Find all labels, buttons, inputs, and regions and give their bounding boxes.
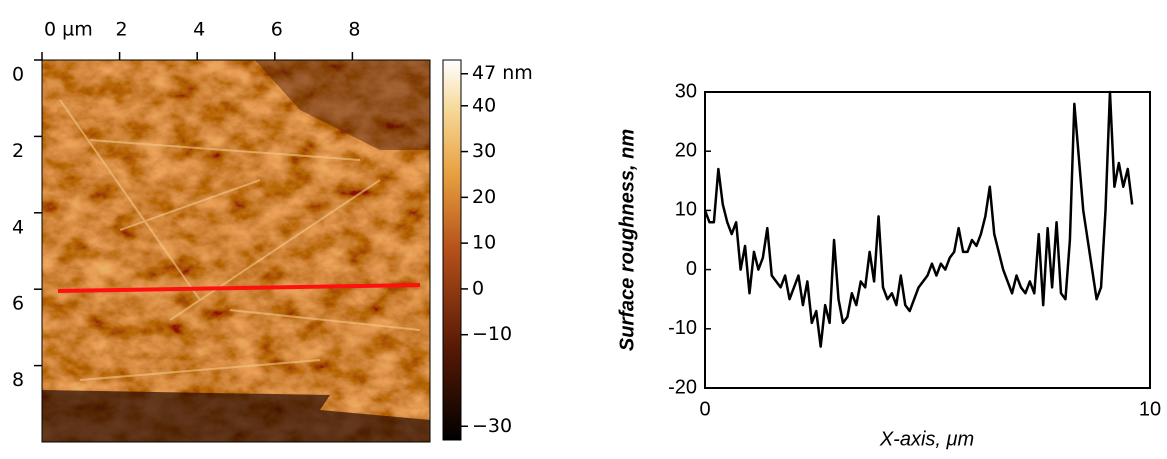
x-tick-label: 0	[699, 398, 710, 420]
y-tick-label: 0	[686, 258, 697, 280]
y-tick-label: -20	[668, 376, 697, 398]
colorbar-tick-label: 20	[472, 186, 496, 208]
y-tick-label: 4	[12, 216, 24, 238]
colorbar-tick-label: 10	[472, 232, 496, 254]
y-tick-label: 2	[12, 140, 24, 162]
colorbar-tick-label: −10	[472, 323, 512, 345]
x-tick-label: 2	[116, 19, 128, 41]
y-tick-label: 8	[12, 369, 24, 391]
x-axis-label: X-axis, μm	[879, 428, 974, 450]
colorbar-tick-label: 0	[472, 277, 484, 299]
y-tick-label: 30	[675, 80, 697, 102]
x-tick-label: 8	[348, 19, 360, 41]
profile-line	[703, 90, 1134, 348]
x-tick-label: 4	[193, 19, 205, 41]
x-tick-label: 6	[271, 19, 283, 41]
y-tick-label: 20	[675, 139, 697, 161]
y-axis-label: Surface roughness, nm	[616, 129, 638, 351]
afm-image	[42, 60, 430, 442]
plot-frame	[704, 91, 1151, 389]
colorbar	[442, 59, 462, 441]
colorbar-tick-label: 47 nm	[472, 62, 533, 84]
y-tick-label: 0	[12, 64, 24, 86]
x-tick-label: 0 µm	[44, 19, 93, 41]
y-tick-label: 10	[675, 199, 697, 221]
colorbar-tick-label: −30	[472, 415, 512, 437]
y-tick-label: -10	[668, 317, 697, 339]
colorbar-tick-label: 40	[472, 94, 496, 116]
x-tick-label: 10	[1139, 398, 1161, 420]
image-frame	[41, 59, 431, 443]
colorbar-tick-label: 30	[472, 140, 496, 162]
y-tick-label: 6	[12, 293, 24, 315]
